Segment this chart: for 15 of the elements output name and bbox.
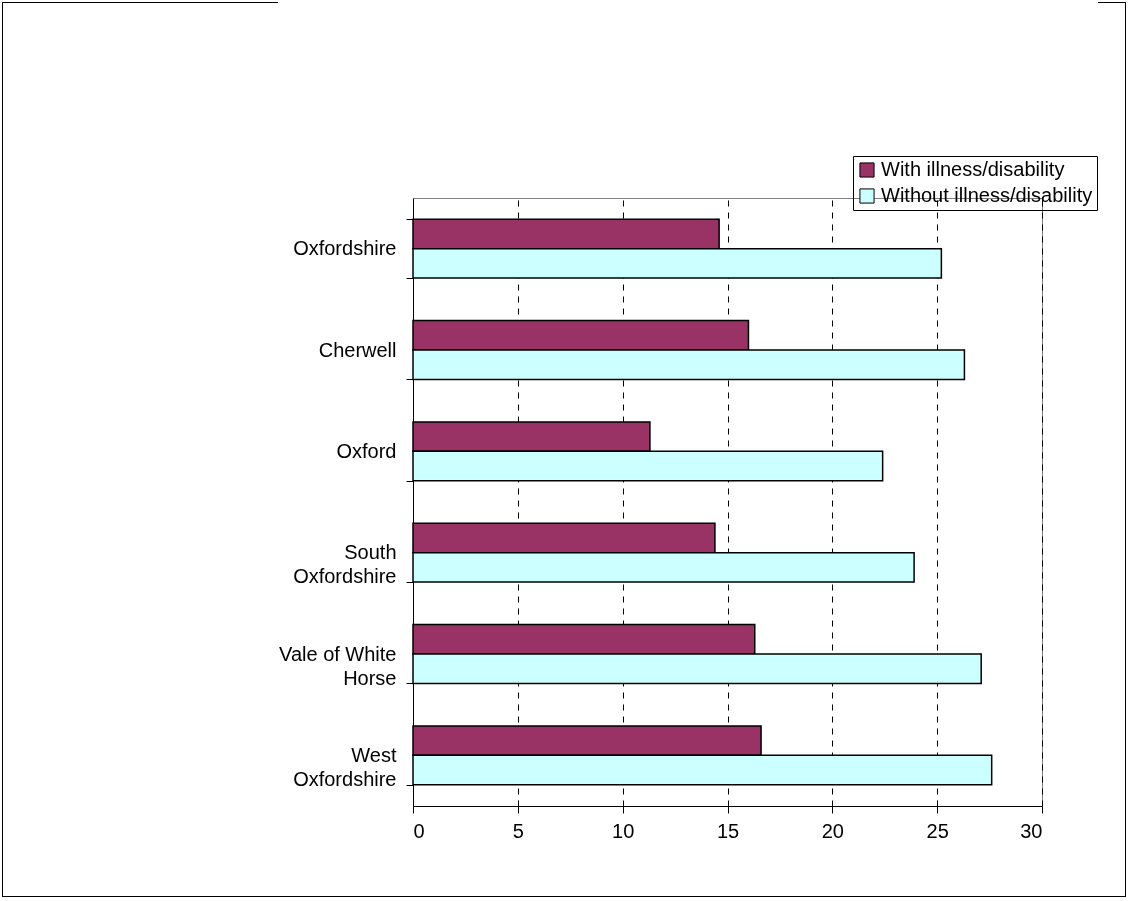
y-tick-label: Oxford — [336, 439, 397, 462]
y-tick-label: Oxfordshire — [293, 237, 397, 260]
y-tick-label: Vale of White Horse — [279, 642, 397, 689]
y-tick-label: Cherwell — [318, 338, 397, 361]
x-tick-label: 0 — [413, 819, 425, 842]
x-tick-label: 15 — [716, 819, 740, 842]
x-tick-label: 25 — [926, 819, 949, 842]
x-tick-label: 10 — [612, 819, 635, 842]
x-tick-label: 30 — [1020, 819, 1043, 842]
x-tick-label: 20 — [821, 819, 844, 842]
legend-label: Without illness/disability — [880, 184, 1093, 206]
legend-label: With illness/disability — [880, 158, 1065, 180]
y-tick-label: South Oxfordshire — [293, 541, 397, 588]
x-tick-label: 5 — [512, 819, 524, 842]
y-tick-label: West Oxfordshire — [293, 743, 397, 790]
